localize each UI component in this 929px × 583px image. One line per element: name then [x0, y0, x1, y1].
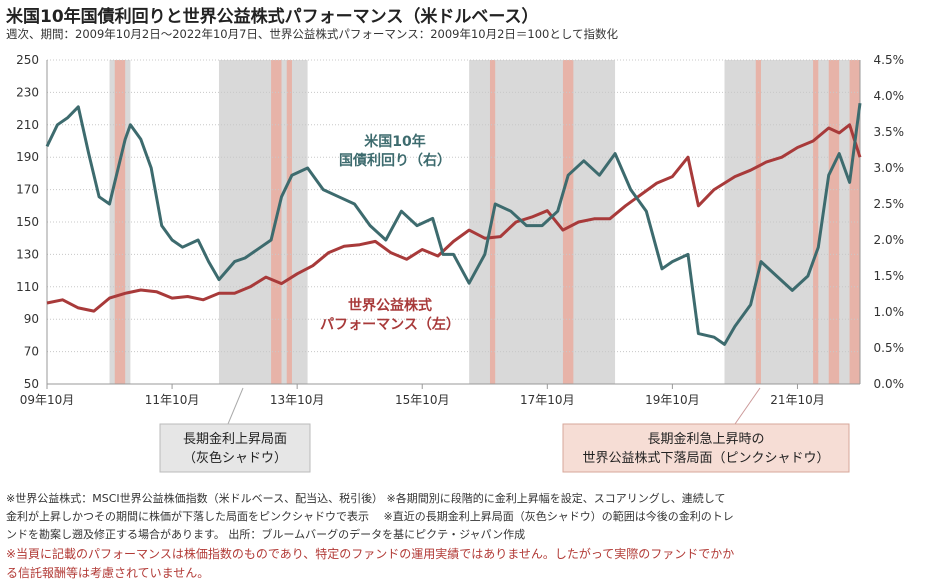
x-tick-label: 15年10月 — [395, 393, 450, 407]
yield-series-label-line: 国債利回り（右） — [339, 152, 451, 169]
y-left-tick-label: 110 — [16, 280, 39, 294]
utilities-series-label: 世界公益株式パフォーマンス（左） — [320, 297, 460, 333]
chart-svg: 250 230 210 190 170 150 130 110 90 70 50 4.5% 4.0% 3.… — [16, 53, 905, 473]
legend-pink-leader — [734, 387, 761, 425]
legend-gray-text-1: 長期金利上昇局面 — [183, 431, 287, 447]
legend-gray-box — [159, 423, 311, 473]
warning-line-2: る信託報酬等は考慮されていません。 — [6, 566, 210, 580]
x-tick-label: 19年10月 — [645, 393, 700, 407]
legend-gray-leader — [227, 387, 244, 425]
x-tick-label: 11年10月 — [145, 393, 200, 407]
footnote-line-2: 金利が上昇しかつその期間に株価が下落した局面をピンクシャドウで表示 ※直近の長期… — [6, 510, 734, 523]
x-tick-label: 09年10月 — [20, 393, 75, 407]
y-left-tick-label: 170 — [16, 183, 39, 197]
y-right-tick-label: 2.5% — [874, 197, 905, 211]
y-right-tick-label: 4.5% — [874, 53, 905, 67]
y-left-tick-label: 250 — [16, 53, 39, 67]
y-left-tick-label: 70 — [24, 345, 39, 359]
yield-series-label-line: 米国10年 — [364, 133, 425, 150]
chart-subtitle: 週次、期間：2009年10月2日～2022年10月7日、世界公益株式パフォーマン… — [6, 27, 619, 41]
x-tick-label: 17年10月 — [520, 393, 575, 407]
y-left-tick-label: 50 — [24, 377, 39, 391]
utilities-performance-line — [46, 123, 862, 313]
legend-gray-text-2: （灰色シャドウ） — [183, 450, 287, 466]
y-right-tick-label: 1.5% — [874, 269, 905, 283]
y-right-tick-label: 0.5% — [874, 341, 905, 355]
pink-shadow-band — [562, 60, 574, 384]
legend-pink-text-1: 長期金利急上昇時の — [647, 431, 764, 447]
pink-shadow-band — [286, 60, 292, 384]
y-right-tick-label: 3.0% — [874, 161, 905, 175]
y-left-tick-label: 130 — [16, 247, 39, 261]
footnote-line-3: ンドを勘案し遡及修正する場合があります。 出所：ブルームバーグのデータを基にピク… — [6, 528, 526, 541]
chart-title: 米国10年国債利回りと世界公益株式パフォーマンス（米ドルベース） — [6, 7, 539, 27]
legend-pink-box — [562, 423, 850, 473]
footnote-line-1: ※世界公益株式：MSCI世界公益株価指数（米ドルベース、配当込、税引後） ※各期… — [6, 492, 726, 505]
y-left-tick-label: 230 — [16, 85, 39, 99]
y-right-tick-label: 3.5% — [874, 125, 905, 139]
utilities-series-label-line: パフォーマンス（左） — [320, 316, 460, 333]
legend-pink-text-2: 世界公益株式下落局面（ピンクシャドウ） — [582, 451, 829, 466]
y-left-tick-label: 210 — [16, 118, 39, 132]
x-tick-label: 21年10月 — [770, 393, 825, 407]
utilities-series-label-line: 世界公益株式 — [348, 297, 432, 314]
warning-line-1: ※当頁に記載のパフォーマンスは株価指数のものであり、特定のファンドの運用実績では… — [6, 547, 735, 561]
x-tick-label: 13年10月 — [270, 393, 325, 407]
us-10y-yield-line — [45, 103, 862, 346]
y-left-tick-label: 90 — [24, 312, 39, 326]
y-left-tick-label: 190 — [16, 150, 39, 164]
y-left-tick-label: 150 — [16, 215, 39, 229]
y-right-tick-label: 2.0% — [874, 233, 905, 247]
yield-series-label: 米国10年国債利回り（右） — [339, 133, 451, 169]
y-right-tick-label: 4.0% — [874, 89, 905, 103]
y-right-tick-label: 1.0% — [874, 305, 905, 319]
y-right-tick-label: 0.0% — [874, 377, 905, 391]
